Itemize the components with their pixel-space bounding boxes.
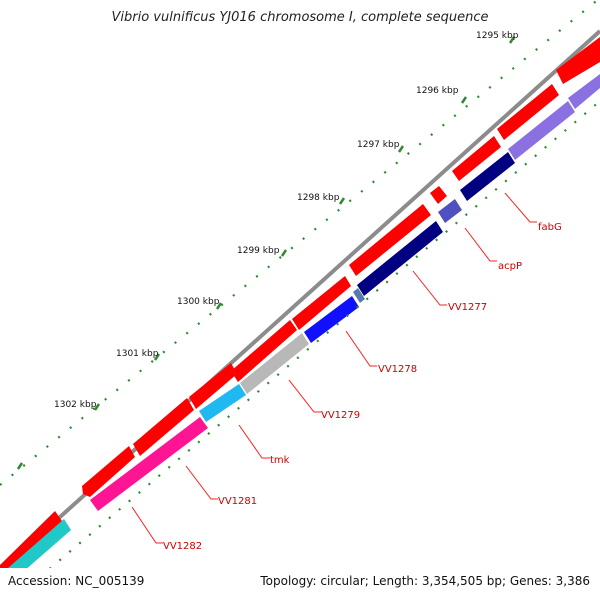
scale-tick xyxy=(460,96,468,104)
forward-gene xyxy=(133,398,194,456)
forward-strand-genes xyxy=(0,37,600,568)
gene-label-vv1279: VV1279 xyxy=(321,410,360,421)
reverse-gene xyxy=(199,384,246,422)
gene-label-tmk: tmk xyxy=(270,455,290,466)
forward-gene xyxy=(556,37,600,84)
leader-line xyxy=(131,506,163,544)
leader-line xyxy=(504,192,537,223)
scale-labels: 1295 kbp 1296 kbp 1297 kbp 1298 kbp 1299… xyxy=(54,31,519,410)
scale-label: 1295 kbp xyxy=(476,31,519,41)
leader-line xyxy=(288,379,321,413)
inner-ruler-dashes xyxy=(48,100,600,568)
scale-ticks xyxy=(16,36,516,470)
forward-gene xyxy=(231,320,297,382)
map-title: Vibrio vulnificus YJ016 chromosome I, co… xyxy=(111,10,489,25)
reverse-strand-genes xyxy=(8,74,600,568)
accession-label: Accession: NC_005139 xyxy=(8,574,145,588)
reverse-gene xyxy=(240,333,309,394)
scale-label: 1297 kbp xyxy=(357,140,400,150)
scale-tick xyxy=(93,403,101,411)
leader-line xyxy=(464,227,497,262)
reverse-gene xyxy=(508,101,575,160)
scale-label: 1301 kbp xyxy=(116,349,159,359)
gene-label-vv1278: VV1278 xyxy=(378,364,417,375)
reverse-gene xyxy=(304,296,359,343)
scale-label: 1299 kbp xyxy=(237,246,280,256)
scale-tick xyxy=(280,249,288,257)
forward-gene xyxy=(430,186,447,204)
gene-label-fabg: fabG xyxy=(538,222,562,233)
reverse-gene xyxy=(8,519,71,568)
leader-line xyxy=(238,424,270,459)
gene-label-vv1277: VV1277 xyxy=(448,302,487,313)
forward-gene xyxy=(349,204,431,276)
scale-tick xyxy=(508,36,516,44)
gene-label-vv1281: VV1281 xyxy=(218,496,257,507)
leader-line xyxy=(412,270,447,306)
scale-label: 1298 kbp xyxy=(297,193,340,203)
forward-gene xyxy=(497,84,559,140)
forward-gene xyxy=(0,511,62,568)
scale-label: 1302 kbp xyxy=(54,400,97,410)
leader-line xyxy=(185,465,218,500)
reverse-gene xyxy=(438,199,462,223)
gene-label-acpp: acpP xyxy=(498,261,522,272)
reverse-gene xyxy=(357,221,443,296)
reverse-gene xyxy=(353,288,365,303)
outer-ruler-dots xyxy=(0,0,600,486)
forward-gene xyxy=(82,446,135,497)
scale-tick xyxy=(338,197,346,205)
gene-label-vv1282: VV1282 xyxy=(163,541,202,552)
reverse-gene xyxy=(460,152,515,201)
topology-summary: Topology: circular; Length: 3,354,505 bp… xyxy=(260,574,590,588)
forward-gene xyxy=(292,276,351,330)
scale-tick xyxy=(153,353,161,361)
scale-tick xyxy=(16,462,24,470)
leader-lines xyxy=(131,192,537,544)
leader-line xyxy=(345,330,377,367)
gene-labels: fabG acpP VV1277 VV1278 VV1279 tmk VV128… xyxy=(163,222,562,552)
forward-gene xyxy=(189,363,237,409)
reverse-gene xyxy=(90,417,208,511)
scale-label: 1300 kbp xyxy=(177,297,220,307)
forward-gene xyxy=(452,136,501,181)
scale-tick xyxy=(397,145,405,153)
scale-label: 1296 kbp xyxy=(416,86,459,96)
scale-tick xyxy=(215,302,223,310)
reverse-gene xyxy=(568,74,600,109)
